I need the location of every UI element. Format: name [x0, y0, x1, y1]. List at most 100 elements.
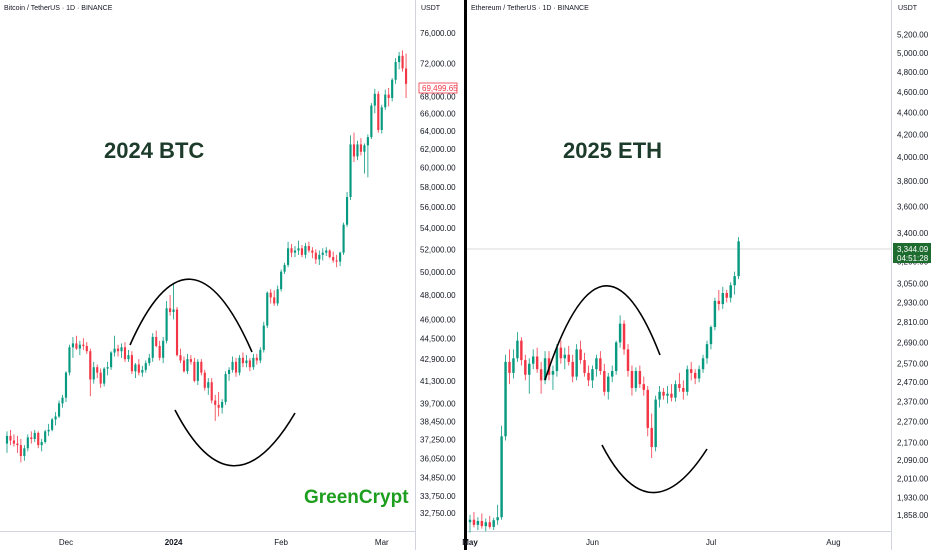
eth-candle: [662, 387, 665, 400]
eth-candle: [678, 372, 681, 392]
eth-candle-body: [713, 300, 717, 328]
btc-candle: [54, 412, 57, 426]
eth-candle-body: [610, 371, 614, 377]
eth-candle: [646, 386, 649, 437]
btc-candle: [182, 356, 186, 373]
btc-price-axis[interactable]: 32,750.00 33,750.00 34,850.00 36,050.00 37,2…: [420, 29, 456, 518]
btc-candle: [398, 51, 401, 70]
eth-candle-body: [634, 371, 638, 388]
eth-y-tick-label: 4,000.00: [897, 153, 929, 162]
eth-x-tick-label: Jul: [706, 538, 716, 547]
eth-candle-body: [512, 358, 515, 373]
btc-candle: [321, 248, 324, 261]
eth-candle: [555, 344, 559, 377]
btc-candle-body: [148, 357, 151, 364]
btc-candle-body: [144, 363, 147, 370]
btc-candle-body: [241, 357, 245, 364]
btc-candle-body: [398, 55, 401, 63]
eth-candle: [737, 237, 740, 280]
eth-candle: [472, 512, 476, 528]
btc-candle: [304, 242, 307, 259]
eth-candle-body: [607, 376, 610, 392]
btc-y-tick-label: 52,000.00: [420, 245, 456, 254]
eth-panel: Ethereum / TetherUS · 1D · BINANCE USDT …: [462, 0, 931, 550]
btc-y-tick-label: 56,000.00: [420, 203, 456, 212]
btc-candle: [314, 249, 317, 264]
btc-candle-body: [68, 347, 71, 373]
eth-candle: [575, 344, 578, 381]
btc-candle: [26, 434, 29, 452]
eth-time-axis[interactable]: May Jun Jul Aug: [462, 538, 840, 547]
btc-candle: [342, 222, 345, 255]
eth-candle: [607, 372, 610, 400]
btc-candle: [71, 336, 74, 358]
btc-candle-body: [116, 348, 120, 352]
btc-candle: [78, 340, 81, 356]
btc-candle-body: [373, 93, 376, 106]
btc-y-tick-label: 34,850.00: [420, 474, 456, 483]
eth-candle-body: [646, 389, 649, 428]
btc-candle-body: [207, 382, 210, 388]
btc-candle: [290, 243, 293, 258]
eth-candle: [508, 349, 511, 385]
eth-price-axis[interactable]: 1,858.00 1,930.00 2,010.00 2,090.00 2,170.00…: [897, 31, 929, 521]
btc-candle: [19, 438, 22, 463]
btc-candle-body: [401, 55, 404, 69]
btc-candle-body: [349, 144, 352, 197]
eth-candle-body: [567, 354, 570, 362]
btc-candle-body: [335, 260, 338, 262]
btc-candle-body: [130, 355, 133, 372]
btc-candle: [370, 103, 373, 139]
eth-candle-body: [571, 361, 574, 377]
btc-candle: [44, 429, 47, 444]
eth-candle: [713, 297, 717, 331]
eth-candle: [733, 271, 736, 295]
btc-candle: [380, 104, 383, 134]
eth-candle: [528, 358, 531, 394]
eth-candle-body: [686, 369, 689, 392]
btc-candle-body: [307, 246, 310, 251]
btc-candle: [51, 417, 54, 432]
eth-candle: [630, 365, 634, 396]
eth-candle-body: [492, 520, 495, 527]
btc-candle-body: [280, 271, 283, 290]
eth-candle: [500, 425, 503, 520]
eth-candle: [535, 347, 539, 373]
btc-candle: [311, 247, 314, 259]
btc-candle: [40, 438, 43, 452]
eth-candle: [567, 345, 570, 366]
btc-candle-body: [297, 248, 300, 251]
panel-divider[interactable]: [464, 0, 467, 550]
eth-candle-body: [733, 276, 736, 286]
btc-candle: [106, 361, 109, 376]
btc-time-axis[interactable]: Dec 2024 Feb Mar: [59, 538, 389, 547]
btc-candle-body: [37, 432, 40, 446]
eth-candle: [670, 384, 673, 402]
btc-candle-body: [286, 248, 290, 265]
btc-candle: [137, 359, 140, 376]
btc-candle: [387, 87, 390, 107]
eth-candle-body: [697, 369, 701, 379]
eth-arc-bottom: [601, 444, 708, 494]
eth-candle: [622, 320, 626, 355]
btc-arc-bottom: [174, 409, 296, 467]
eth-candle-body: [559, 347, 563, 359]
btc-candle: [9, 429, 12, 446]
btc-candle-body: [363, 145, 366, 152]
eth-y-tick-label: 3,800.00: [897, 177, 929, 186]
btc-arc-top: [129, 278, 253, 353]
btc-candle-body: [175, 309, 179, 356]
btc-candle-body: [266, 292, 269, 326]
eth-candle-body: [531, 356, 535, 364]
eth-y-tick-label: 1,930.00: [897, 493, 929, 502]
btc-candle-body: [165, 308, 168, 341]
btc-candle: [252, 353, 255, 370]
btc-candle-body: [193, 361, 196, 381]
btc-candle-body: [103, 368, 106, 384]
btc-candle: [217, 392, 220, 417]
eth-candle-body: [583, 360, 586, 373]
eth-candle-body: [535, 356, 539, 370]
eth-candle-body: [630, 371, 634, 388]
eth-candle-body: [678, 384, 681, 388]
btc-candle: [134, 363, 137, 379]
